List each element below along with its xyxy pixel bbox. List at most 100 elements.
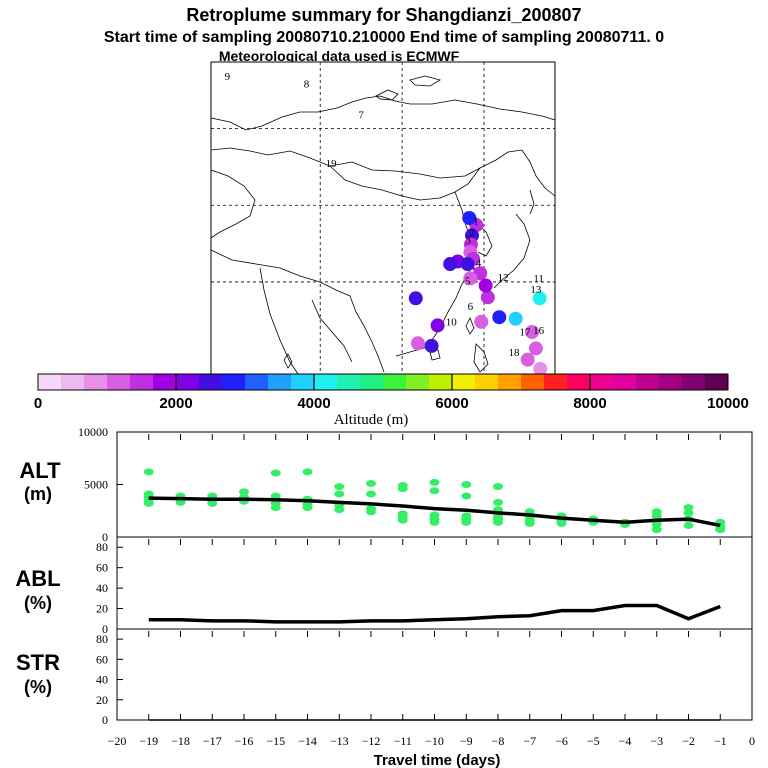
coast-sakhalin — [529, 189, 535, 215]
colorbar-segment — [360, 374, 384, 390]
altitude-sample — [270, 492, 281, 500]
y-tick-label: 0 — [102, 713, 108, 727]
colorbar-segment — [498, 374, 522, 390]
coast-korea — [475, 221, 493, 257]
colorbar-frame — [37, 373, 729, 391]
colorbar-label: Altitude (m) — [334, 412, 409, 428]
colorbar-tick-label: 8000 — [573, 395, 606, 412]
colorbar-segment — [314, 374, 338, 390]
x-tick-label: −6 — [555, 734, 568, 748]
colorbar-segment — [429, 374, 453, 390]
colorbar-segment — [153, 374, 177, 390]
altitude-sample — [143, 499, 154, 507]
altitude-sample — [493, 498, 503, 506]
y-tick-label: 0 — [102, 530, 108, 544]
plume-marker — [462, 211, 477, 225]
y-tick-label: 60 — [96, 652, 108, 666]
colorbar-tick-label: 10000 — [707, 395, 749, 412]
altitude-sample — [334, 483, 345, 491]
map-day-label: 1 — [473, 216, 479, 228]
x-tick-label: 0 — [749, 734, 755, 748]
altitude-sample — [524, 519, 535, 527]
map-day-label: 11 — [533, 273, 544, 285]
coast-sri-lanka — [283, 353, 293, 369]
x-tick-label: −17 — [203, 734, 222, 748]
altitude-sample — [429, 518, 440, 526]
y-tick-label: 80 — [96, 540, 108, 554]
altitude-sample — [715, 526, 726, 534]
y-tick-label: 60 — [96, 561, 108, 575]
mean-altitude-line — [148, 496, 721, 528]
y-tick-label: 40 — [96, 581, 108, 595]
altitude-sample — [175, 498, 186, 506]
altitude-sample — [366, 508, 376, 516]
map-day-label: 12 — [498, 272, 509, 284]
colorbar-segment — [406, 374, 430, 390]
x-tick-label: −1 — [714, 734, 727, 748]
map-day-label: 3 — [465, 235, 471, 247]
plume-marker — [520, 352, 535, 367]
coast-india — [259, 267, 299, 375]
y-tick-label: 20 — [96, 693, 108, 707]
altitude-sample — [429, 487, 440, 495]
colorbar-segment — [199, 374, 223, 390]
map-day-label: 9 — [225, 71, 231, 83]
x-tick-label: −15 — [266, 734, 285, 748]
x-tick-label: −2 — [682, 734, 695, 748]
border-mongolia — [329, 165, 481, 201]
altitude-sample — [493, 483, 503, 491]
colorbar-segment — [337, 374, 361, 390]
alt-panel: 0 5000 10000 — [78, 425, 753, 544]
altitude-sample — [143, 468, 154, 476]
coastline-north — [210, 95, 556, 131]
altitude-sample — [461, 518, 472, 526]
x-tick-label: −8 — [492, 734, 505, 748]
abl-panel: 0 20 40 60 80 — [96, 536, 753, 636]
altitude-sample — [651, 520, 662, 528]
x-tick-label: −12 — [362, 734, 381, 748]
colorbar-segment — [636, 374, 660, 390]
colorbar-tick-label: 2000 — [159, 395, 192, 412]
map-coastlines — [210, 75, 556, 375]
altitude-sample — [651, 526, 662, 534]
x-tick-label: −19 — [139, 734, 158, 748]
colorbar-segment — [130, 374, 154, 390]
panel-frame — [116, 536, 753, 630]
altitude-sample — [493, 518, 503, 526]
altitude-colorbar: 0 2000 4000 6000 8000 10000 — [34, 373, 749, 412]
colorbar-tick-label: 0 — [34, 395, 42, 412]
colorbar-segment — [613, 374, 637, 390]
map-day-label: 5 — [465, 275, 471, 287]
colorbar-segment — [452, 374, 476, 390]
x-tick-label: −14 — [298, 734, 317, 748]
plume-marker — [528, 341, 543, 356]
map-day-label: 4 — [476, 258, 482, 270]
altitude-sample — [239, 488, 249, 496]
plume-marker — [478, 278, 493, 293]
plume-marker — [480, 290, 495, 305]
altitude-sample — [556, 519, 567, 527]
altitude-sample — [683, 504, 694, 512]
colorbar-segment — [590, 374, 614, 390]
colorbar-segment — [176, 374, 200, 390]
x-tick-label: −16 — [235, 734, 254, 748]
x-tick-label: −13 — [330, 734, 349, 748]
colorbar-tick-label: 4000 — [297, 395, 330, 412]
abl-panel-label: ABL — [15, 566, 60, 591]
sampling-times: Start time of sampling 20080710.210000 E… — [104, 29, 664, 46]
map-day-label: 8 — [304, 79, 310, 91]
map-day-label: 10 — [446, 316, 458, 328]
map-day-label: 2 — [469, 227, 475, 239]
plume-marker — [410, 336, 425, 351]
altitude-sample — [366, 479, 376, 487]
plume-marker — [424, 338, 439, 353]
plume-marker — [408, 291, 423, 306]
colorbar-segment — [659, 374, 683, 390]
meteorological-data-line: Meteorological data used is ECMWF — [219, 48, 460, 64]
alt-panel-unit: (m) — [24, 484, 52, 504]
figure-title: Retroplume summary for Shangdianzi_20080… — [186, 5, 581, 25]
plume-marker — [533, 361, 548, 376]
y-tick-label: 40 — [96, 673, 108, 687]
altitude-sample — [461, 481, 472, 488]
